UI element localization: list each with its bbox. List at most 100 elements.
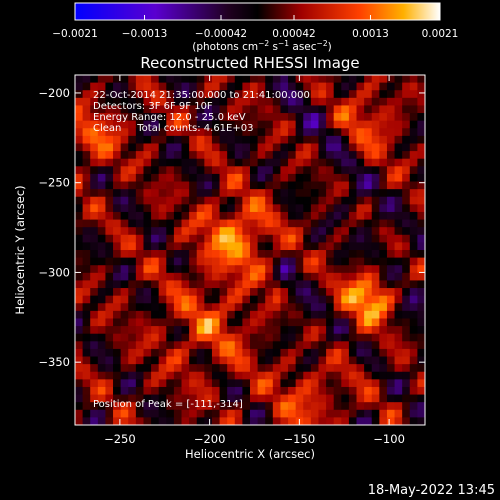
heatmap-cell	[333, 82, 342, 91]
heatmap-cell	[234, 326, 243, 335]
heatmap-cell	[158, 402, 167, 411]
heatmap-cell	[280, 173, 289, 182]
heatmap-cell	[409, 227, 418, 236]
heatmap-cell	[173, 409, 182, 418]
heatmap-cell	[204, 234, 213, 243]
heatmap-cell	[386, 326, 395, 335]
heatmap-cell	[151, 326, 160, 335]
heatmap-cell	[105, 348, 114, 357]
heatmap-cell	[310, 280, 319, 289]
heatmap-cell	[113, 219, 122, 228]
heatmap-cell	[204, 181, 213, 190]
heatmap-cell	[326, 151, 335, 160]
heatmap-cell	[166, 409, 175, 418]
heatmap-cell	[364, 364, 373, 373]
heatmap-cell	[75, 166, 84, 175]
heatmap-cell	[120, 196, 129, 205]
heatmap-cell	[295, 204, 304, 213]
heatmap-cell	[242, 402, 251, 411]
heatmap-cell	[318, 386, 327, 395]
heatmap-cell	[348, 135, 357, 144]
heatmap-cell	[303, 333, 312, 342]
heatmap-cell	[417, 326, 425, 335]
heatmap-cell	[394, 310, 403, 319]
heatmap-cell	[303, 417, 312, 425]
heatmap-cell	[250, 151, 259, 160]
heatmap-cell	[341, 211, 350, 220]
heatmap-cell	[386, 158, 395, 167]
heatmap-cell	[371, 196, 380, 205]
heatmap-cell	[265, 211, 274, 220]
heatmap-cell	[288, 341, 297, 350]
heatmap-cell	[173, 386, 182, 395]
heatmap-cell	[250, 158, 259, 167]
heatmap-cell	[409, 417, 418, 425]
heatmap-cell	[211, 409, 220, 418]
heatmap-cell	[158, 371, 167, 380]
heatmap-cell	[326, 82, 335, 91]
heatmap-cell	[166, 189, 175, 198]
heatmap-cell	[143, 135, 152, 144]
heatmap-cell	[288, 113, 297, 122]
heatmap-cell	[394, 371, 403, 380]
heatmap-cell	[348, 196, 357, 205]
heatmap-cell	[158, 310, 167, 319]
heatmap-cell	[402, 128, 411, 137]
heatmap-cell	[113, 189, 122, 198]
heatmap-cell	[143, 356, 152, 365]
heatmap-cell	[113, 166, 122, 175]
heatmap-cell	[90, 394, 99, 403]
heatmap-cell	[219, 82, 228, 91]
colorbar-unit: (photons cm−2 s−1 asec−2)	[192, 39, 331, 53]
heatmap-cell	[257, 364, 266, 373]
heatmap-cell	[295, 151, 304, 160]
heatmap-cell	[135, 341, 144, 350]
heatmap-cell	[196, 196, 205, 205]
heatmap-cell	[204, 409, 213, 418]
heatmap-cell	[143, 196, 152, 205]
heatmap-cell	[310, 394, 319, 403]
heatmap-cell	[386, 265, 395, 274]
heatmap-cell	[364, 211, 373, 220]
heatmap-cell	[151, 348, 160, 357]
heatmap-cell	[288, 234, 297, 243]
heatmap-cell	[128, 288, 137, 297]
heatmap-cell	[219, 364, 228, 373]
heatmap-cell	[234, 128, 243, 137]
heatmap-cell	[379, 250, 388, 259]
heatmap-cell	[166, 348, 175, 357]
heatmap-cell	[75, 379, 84, 388]
heatmap-cell	[227, 265, 236, 274]
heatmap-cell	[257, 97, 266, 106]
heatmap-cell	[90, 417, 99, 425]
heatmap-cell	[219, 272, 228, 281]
heatmap-cell	[348, 189, 357, 198]
heatmap-cell	[364, 234, 373, 243]
heatmap-cell	[402, 120, 411, 129]
heatmap-cell	[204, 386, 213, 395]
heatmap-cell	[242, 158, 251, 167]
heatmap-cell	[82, 265, 91, 274]
heatmap-cell	[364, 120, 373, 129]
heatmap-cell	[105, 90, 114, 99]
heatmap-cell	[234, 242, 243, 251]
heatmap-cell	[379, 211, 388, 220]
heatmap-cell	[196, 272, 205, 281]
heatmap-cell	[151, 265, 160, 274]
heatmap-cell	[402, 295, 411, 304]
heatmap-cell	[97, 234, 106, 243]
heatmap-cell	[242, 234, 251, 243]
heatmap-cell	[379, 409, 388, 418]
heatmap-cell	[166, 113, 175, 122]
heatmap-cell	[105, 211, 114, 220]
heatmap-cell	[97, 272, 106, 281]
heatmap-cell	[341, 402, 350, 411]
heatmap-cell	[409, 265, 418, 274]
heatmap-cell	[204, 189, 213, 198]
heatmap-cell	[280, 75, 289, 84]
heatmap-cell	[310, 272, 319, 281]
heatmap-cell	[250, 371, 259, 380]
heatmap-cell	[211, 113, 220, 122]
heatmap-cell	[265, 181, 274, 190]
heatmap-cell	[234, 364, 243, 373]
